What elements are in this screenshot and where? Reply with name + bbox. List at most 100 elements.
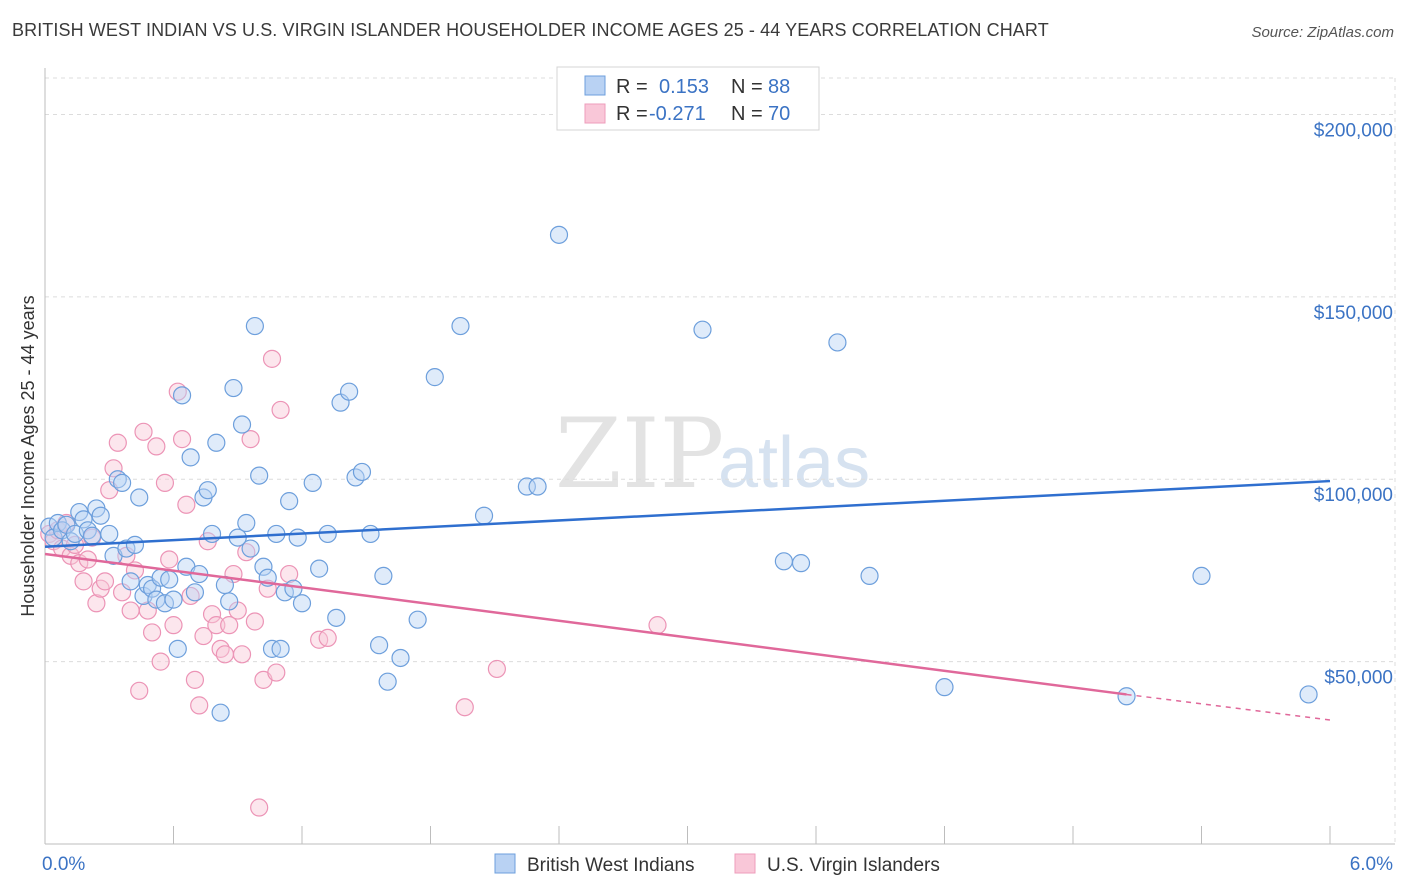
data-point-british-west-indians xyxy=(160,570,179,589)
data-point-us-virgin-islanders xyxy=(185,670,205,689)
data-point-british-west-indians xyxy=(130,488,149,507)
data-point-british-west-indians xyxy=(1192,566,1211,586)
axes xyxy=(44,68,1395,845)
data-point-british-west-indians xyxy=(125,535,145,554)
data-point-british-west-indians xyxy=(860,566,879,586)
data-point-us-virgin-islanders xyxy=(215,645,234,664)
data-point-british-west-indians xyxy=(549,225,569,244)
data-point-us-virgin-islanders xyxy=(172,430,192,449)
y-tick-labels: $50,000 $100,000 $150,000 $200,000 xyxy=(1314,120,1393,688)
data-point-british-west-indians xyxy=(185,583,205,602)
data-point-british-west-indians xyxy=(288,528,307,547)
legend-r-value-1: 0.153 xyxy=(659,76,709,98)
data-point-us-virgin-islanders xyxy=(74,572,93,591)
data-point-british-west-indians xyxy=(517,477,536,496)
data-point-us-virgin-islanders xyxy=(160,550,179,569)
data-point-british-west-indians xyxy=(280,492,299,511)
data-point-us-virgin-islanders xyxy=(262,349,282,368)
data-point-british-west-indians xyxy=(284,579,303,598)
data-point-british-west-indians xyxy=(198,481,217,500)
bottom-legend-label-pink: U.S. Virgin Islanders xyxy=(767,855,940,876)
data-point-british-west-indians xyxy=(207,433,226,452)
data-point-british-west-indians xyxy=(391,648,410,668)
data-point-british-west-indians xyxy=(220,592,239,611)
data-point-british-west-indians xyxy=(303,473,322,492)
trend-line-us-virgin-islanders xyxy=(44,552,1127,696)
data-point-us-virgin-islanders xyxy=(155,473,175,492)
data-point-british-west-indians xyxy=(693,320,712,339)
legend-swatch-blue xyxy=(584,75,606,96)
y-tick-label: $100,000 xyxy=(1314,485,1393,506)
data-point-british-west-indians xyxy=(245,316,264,336)
data-point-british-west-indians xyxy=(211,703,230,722)
bottom-legend: British West Indians U.S. Virgin Islande… xyxy=(494,853,940,876)
y-axis-label: Householder Income Ages 25 - 44 years xyxy=(18,295,38,616)
x-tick-labels: 0.0% 6.0% xyxy=(42,854,1393,875)
data-point-us-virgin-islanders xyxy=(202,605,222,624)
data-point-british-west-indians xyxy=(254,557,273,576)
data-point-us-virgin-islanders xyxy=(190,696,209,715)
data-point-us-virgin-islanders xyxy=(245,612,264,631)
data-point-us-virgin-islanders xyxy=(267,663,286,682)
data-point-british-west-indians xyxy=(340,382,359,401)
series-british-west-indians xyxy=(40,225,1318,722)
data-point-us-virgin-islanders xyxy=(134,422,153,441)
data-point-us-virgin-islanders xyxy=(151,652,170,671)
data-point-us-virgin-islanders xyxy=(194,626,213,646)
data-point-british-west-indians xyxy=(474,506,494,525)
watermark: ZIP atlas xyxy=(555,398,870,510)
legend-r-label-1: R = xyxy=(616,76,648,98)
data-point-us-virgin-islanders xyxy=(250,798,269,817)
data-point-british-west-indians xyxy=(271,639,290,658)
data-point-british-west-indians xyxy=(408,610,427,629)
data-point-us-virgin-islanders xyxy=(207,616,226,635)
data-point-british-west-indians xyxy=(232,415,252,434)
y-tick-label: $50,000 xyxy=(1324,668,1393,689)
data-point-us-virgin-islanders xyxy=(177,495,196,514)
data-point-us-virgin-islanders xyxy=(280,564,299,584)
chart-title: BRITISH WEST INDIAN VS U.S. VIRGIN ISLAN… xyxy=(12,20,1049,40)
data-point-british-west-indians xyxy=(292,594,312,613)
data-point-us-virgin-islanders xyxy=(147,437,166,456)
bottom-legend-label-blue: British West Indians xyxy=(527,855,695,876)
data-point-us-virgin-islanders xyxy=(241,430,260,449)
data-point-british-west-indians xyxy=(181,448,200,467)
legend-r-label-2: R = xyxy=(616,103,648,125)
data-point-us-virgin-islanders xyxy=(104,459,123,478)
data-point-british-west-indians xyxy=(241,539,260,558)
legend-r-value-2: -0.271 xyxy=(649,103,706,125)
data-point-british-west-indians xyxy=(250,466,269,485)
x-tick-label: 6.0% xyxy=(1350,854,1393,875)
data-point-us-virgin-islanders xyxy=(271,400,290,420)
data-point-british-west-indians xyxy=(168,639,187,658)
watermark-atlas: atlas xyxy=(718,423,870,503)
data-point-british-west-indians xyxy=(121,572,140,591)
data-point-us-virgin-islanders xyxy=(648,616,667,635)
data-point-us-virgin-islanders xyxy=(455,698,474,717)
data-point-british-west-indians xyxy=(774,552,793,571)
y-tick-label: $200,000 xyxy=(1314,120,1393,141)
data-point-british-west-indians xyxy=(370,636,389,655)
data-point-us-virgin-islanders xyxy=(130,681,149,700)
trend-line-us-virgin-islanders-extension xyxy=(1126,693,1331,721)
data-point-us-virgin-islanders xyxy=(232,645,252,664)
data-point-us-virgin-islanders xyxy=(87,594,106,613)
watermark-zip: ZIP xyxy=(555,398,724,510)
data-point-british-west-indians xyxy=(378,672,397,691)
data-point-british-west-indians xyxy=(91,506,110,525)
data-point-us-virgin-islanders xyxy=(142,623,162,642)
data-point-british-west-indians xyxy=(318,524,337,544)
data-point-us-virgin-islanders xyxy=(164,616,183,635)
data-point-british-west-indians xyxy=(224,378,243,398)
data-point-us-virgin-islanders xyxy=(220,616,239,635)
legend: R = 0.153 N = 88 R = -0.271 N = 70 xyxy=(556,66,820,131)
data-point-british-west-indians xyxy=(100,524,119,544)
legend-n-label-2: N = xyxy=(731,103,763,125)
legend-n-value-2: 70 xyxy=(768,103,790,125)
data-point-british-west-indians xyxy=(352,462,372,482)
data-point-british-west-indians xyxy=(791,554,811,573)
x-tick-label: 0.0% xyxy=(42,854,85,875)
trend-lines xyxy=(44,479,1331,721)
data-point-british-west-indians xyxy=(361,524,380,544)
